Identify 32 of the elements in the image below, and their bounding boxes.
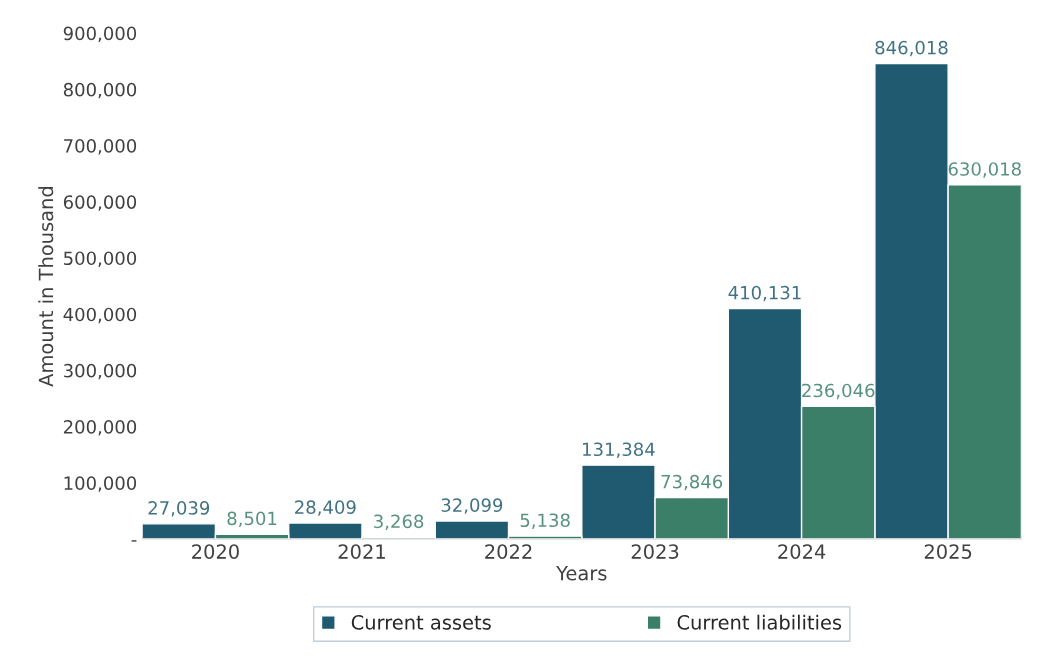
x-tick-label: 2020 [192, 544, 239, 559]
y-tick-label: 500,000 [64, 251, 137, 267]
y-axis-title: Amount in Thousand [38, 187, 54, 387]
y-tick-label: 400,000 [63, 307, 137, 324]
y-tick-label: 700,000 [64, 139, 137, 155]
legend-label: Current liabilities [677, 614, 842, 630]
data-label: 846,018 [875, 40, 948, 57]
data-label: 73,846 [661, 474, 723, 491]
data-label: 630,018 [948, 162, 1021, 178]
x-tick-label: 2025 [924, 544, 972, 559]
data-label: 131,384 [583, 442, 655, 458]
y-tick-label: 900,000 [63, 26, 137, 43]
x-tick-label: 2023 [631, 544, 679, 559]
y-tick-label: 600,000 [63, 195, 137, 211]
data-label: 28,409 [295, 500, 356, 516]
data-label: 8,501 [227, 511, 277, 528]
y-tick-label: 100,000 [64, 476, 137, 492]
y-tick-label: - [131, 540, 137, 542]
x-tick-label: 2024 [778, 544, 826, 559]
data-label: 236,046 [802, 383, 875, 400]
y-tick-label: 300,000 [64, 363, 137, 380]
legend-label: Current assets [351, 615, 491, 630]
data-label: 5,138 [520, 513, 570, 529]
x-axis-title: Years [556, 566, 607, 581]
x-tick-label: 2022 [485, 544, 532, 559]
y-tick-label: 200,000 [63, 420, 137, 436]
data-label: 410,131 [728, 285, 801, 302]
y-tick-label: 800,000 [63, 82, 137, 99]
data-label: 27,039 [148, 501, 210, 517]
data-label: 32,099 [441, 498, 503, 514]
x-tick-label: 2021 [338, 544, 385, 559]
data-label: 3,268 [374, 514, 424, 530]
